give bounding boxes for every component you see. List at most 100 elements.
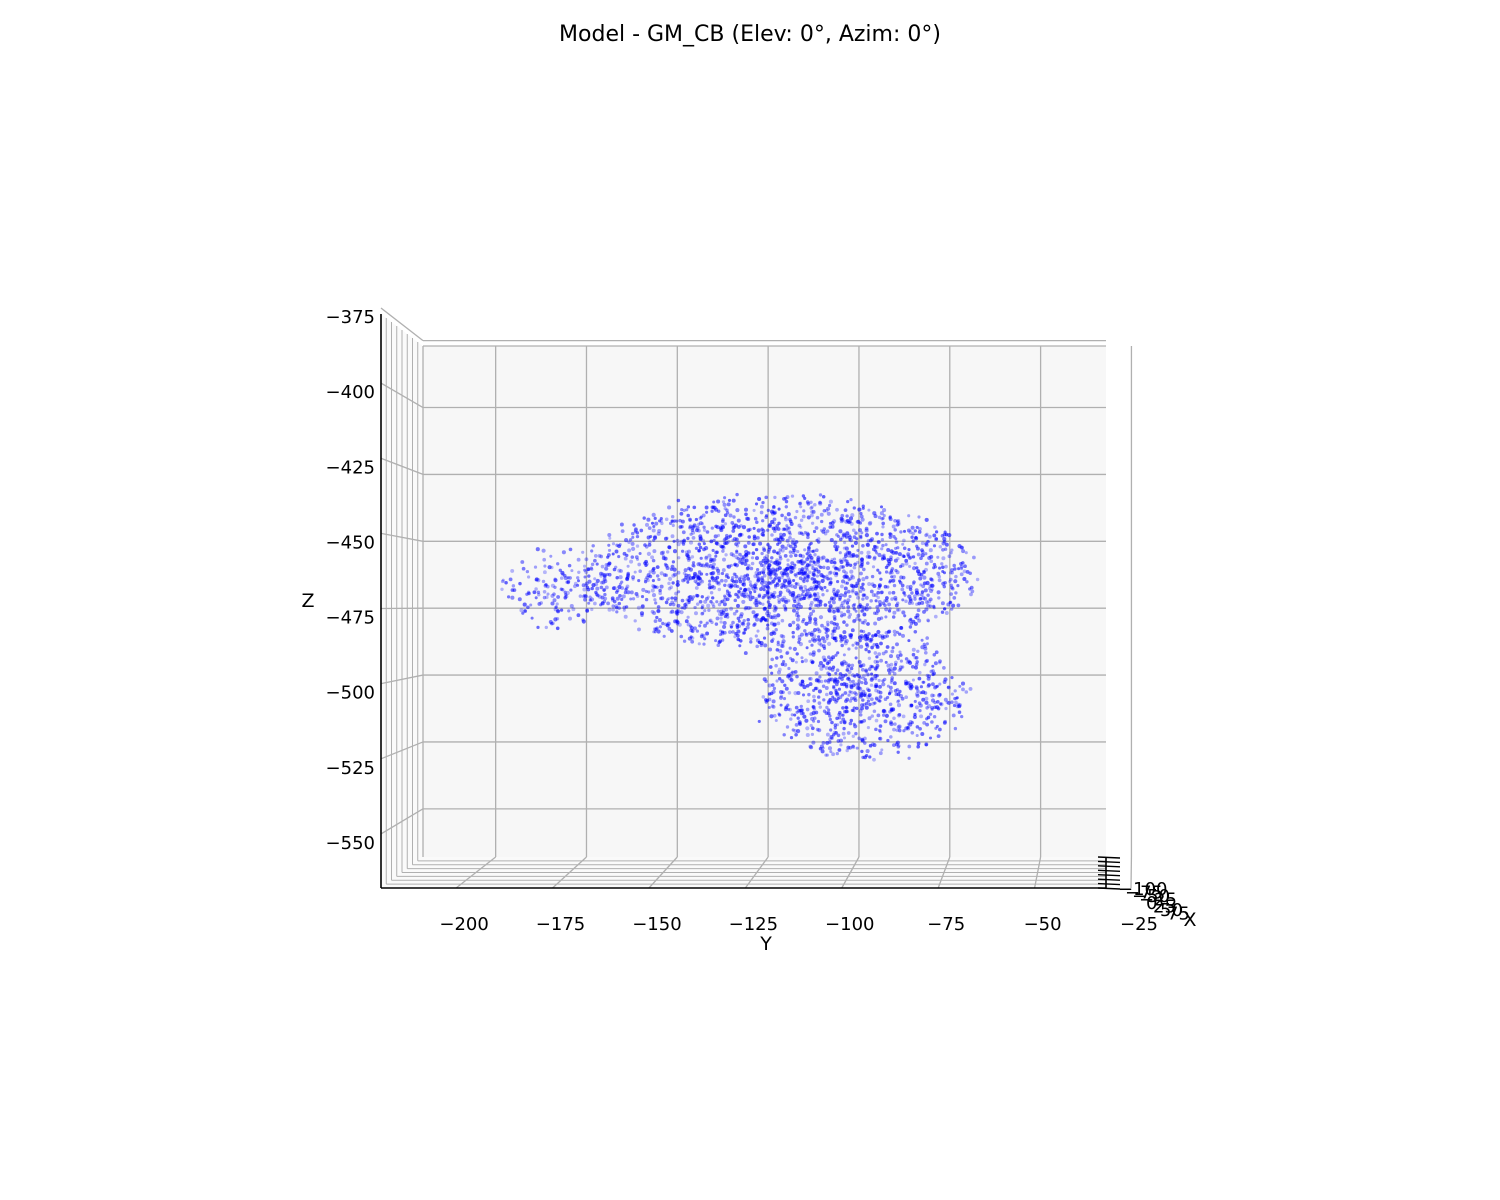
scatter-point [867,508,871,512]
scatter-point [815,515,820,520]
scatter-point [834,731,838,735]
scatter-point [656,608,661,613]
scatter-point [712,557,717,562]
scatter-point [855,685,860,690]
scatter-point [849,635,853,640]
scatter-point [763,617,767,622]
scatter-point [889,722,894,727]
scatter-point [625,577,630,582]
scatter-point [878,730,882,734]
scatter-point [865,672,870,677]
scatter-point [595,562,599,566]
scatter-point [633,570,637,574]
scatter-point [529,603,533,607]
scatter-point [943,580,947,585]
scatter-point [822,527,827,531]
scatter-point [860,609,864,613]
scatter-point [952,563,956,568]
scatter-point [908,722,913,727]
scatter-point [766,623,770,627]
scatter-point [811,652,816,657]
scatter-point [722,597,728,602]
scatter-point [715,616,720,621]
scatter-point [587,601,591,605]
scatter-point [794,722,799,727]
scatter-point [846,731,851,735]
scatter-point [828,503,832,508]
scatter-point [773,560,778,565]
scatter-point [892,610,897,615]
scatter-point [746,606,751,611]
scatter-point [923,588,928,593]
scatter-point [952,703,957,708]
scatter-point [924,696,929,701]
scatter-point [947,533,952,538]
scatter-point [915,566,919,570]
scatter-point [924,607,929,612]
scatter-point [917,676,922,681]
scatter-point [943,697,948,702]
scatter-point [854,692,859,697]
scatter-point [774,718,778,723]
scatter-point [671,519,676,524]
scatter-point [743,574,747,579]
scatter-point [682,639,687,643]
scatter-point [731,529,736,533]
scatter-point [961,549,966,554]
scatter-point [748,597,753,602]
scatter-point [795,610,799,615]
scatter-point [950,607,954,611]
scatter-point [848,537,852,542]
scatter-point [659,584,664,589]
scatter-point [896,692,901,697]
scatter-point [779,703,783,707]
scatter-point [775,559,779,563]
z-tick-labels: −375−400−425−450−475−500−525−550 [326,307,375,854]
scatter-point [797,571,801,576]
scatter-point [523,609,527,613]
scatter-point [633,528,638,533]
scatter-point [955,704,960,709]
scatter-point [813,620,818,624]
scatter-point [703,564,708,568]
scatter-point [714,541,719,546]
scatter-point [957,704,962,709]
scatter-point [652,535,657,540]
scatter-point [767,596,772,600]
scatter-point [904,695,909,700]
scatter-point [808,543,812,547]
scatter-point [901,575,906,580]
scatter-point [782,595,786,600]
scatter-point [584,557,589,562]
scatter-point [865,749,870,754]
scatter-point [854,656,858,660]
scatter-point [864,753,869,758]
scatter-point [858,676,863,680]
scatter-point [858,618,862,622]
scatter-point [856,548,860,552]
scatter-point [870,676,875,681]
scatter-point [890,578,896,583]
scatter-point [668,521,673,526]
scatter-point [766,613,770,618]
scatter-point [611,542,616,546]
scatter-point [851,734,855,738]
scatter-point [762,588,766,592]
scatter-point [896,657,900,661]
scatter-point [789,554,793,558]
scatter-point [600,595,605,600]
scatter-point [673,619,678,624]
scatter-point [721,500,726,504]
scatter-point [599,580,604,585]
scatter-point [794,613,800,618]
scatter-point [953,726,958,731]
scatter-point [631,575,636,580]
scatter-point [738,552,742,557]
scatter-point [889,685,893,690]
scatter-point [932,533,937,538]
scatter-point [877,583,882,588]
scatter-point [812,573,816,577]
scatter-point [670,564,675,569]
scatter-point [825,566,831,571]
back-pane-rect [423,346,1106,857]
